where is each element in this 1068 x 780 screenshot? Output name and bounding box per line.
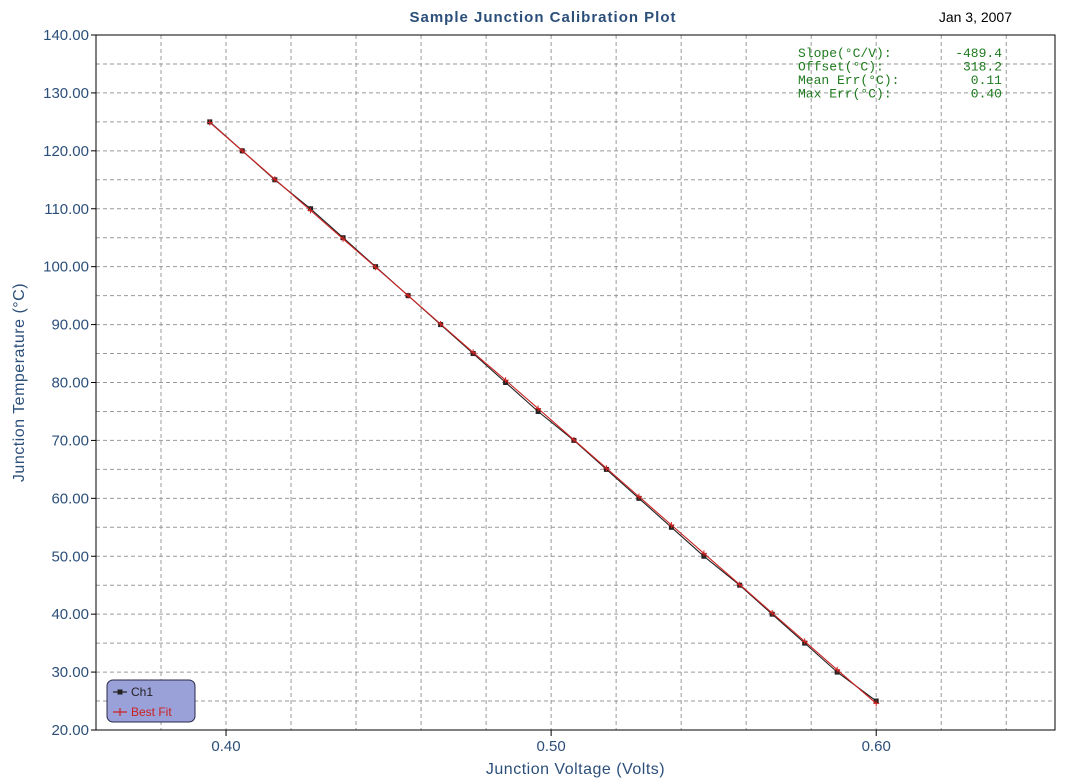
stat-label: Offset(°C): <box>798 60 884 75</box>
y-tick-label: 20.00 <box>51 722 89 739</box>
best-fit-point <box>668 521 675 528</box>
stat-label: Max Err(°C): <box>798 87 892 102</box>
best-fit-point <box>700 550 707 557</box>
y-tick-label: 90.00 <box>51 317 89 334</box>
y-tick-label: 60.00 <box>51 490 89 507</box>
x-axis-label: Junction Voltage (Volts) <box>486 761 665 778</box>
stat-label: Mean Err(°C): <box>798 73 899 88</box>
y-tick-label: 70.00 <box>51 432 89 449</box>
best-fit-point <box>834 666 841 673</box>
best-fit-point <box>405 292 412 299</box>
best-fit-point <box>603 465 610 472</box>
best-fit-point <box>502 377 509 384</box>
grid-lines <box>96 35 1055 730</box>
stat-value: -489.4 <box>955 46 1002 61</box>
best-fit-point <box>340 235 347 242</box>
y-tick-label: 130.00 <box>43 85 89 102</box>
x-tick-label: 0.40 <box>211 738 240 755</box>
best-fit-point <box>801 638 808 645</box>
y-tick-label: 140.00 <box>43 27 89 44</box>
y-tick-label: 50.00 <box>51 548 89 565</box>
best-fit-point <box>769 610 776 617</box>
chart-title: Sample Junction Calibration Plot <box>409 9 676 26</box>
best-fit-point <box>570 436 577 443</box>
best-fit-point <box>239 147 246 154</box>
legend[interactable]: Ch1 Best Fit <box>106 679 196 723</box>
stat-value: 0.11 <box>971 73 1002 88</box>
legend-best-fit-label: Best Fit <box>131 705 172 719</box>
stat-value: 0.40 <box>971 87 1002 102</box>
y-tick-label: 80.00 <box>51 375 89 392</box>
fit-statistics: Slope(°C/V): -489.4 Offset(°C): 318.2 Mean E… <box>798 46 1002 102</box>
best-fit-point <box>437 321 444 328</box>
x-tick-label: 0.50 <box>537 738 566 755</box>
axis-ticks: 0.40 0.50 0.60 20.00 30.00 40.00 50.00 60.00 70.… <box>43 27 891 755</box>
legend-ch1-marker <box>117 689 123 695</box>
stat-value: 318.2 <box>963 60 1002 75</box>
legend-ch1-label: Ch1 <box>131 685 153 699</box>
best-fit-point <box>736 581 743 588</box>
y-tick-label: 40.00 <box>51 606 89 623</box>
best-fit-point <box>873 700 880 707</box>
best-fit-point <box>535 405 542 412</box>
y-tick-label: 120.00 <box>43 143 89 160</box>
y-tick-label: 30.00 <box>51 664 89 681</box>
best-fit-point <box>307 207 314 214</box>
legend-box <box>106 679 196 723</box>
y-tick-label: 110.00 <box>44 201 89 218</box>
best-fit-point <box>635 493 642 500</box>
best-fit-point <box>372 264 379 271</box>
best-fit-point <box>271 176 278 183</box>
y-axis-label: Junction Temperature (°C) <box>11 283 28 482</box>
chart-date: Jan 3, 2007 <box>939 9 1012 25</box>
y-tick-label: 100.00 <box>43 259 89 276</box>
best-fit-line <box>209 122 877 704</box>
best-fit-point <box>470 349 477 356</box>
stat-label: Slope(°C/V): <box>798 46 892 61</box>
x-tick-label: 0.60 <box>862 738 891 755</box>
series-group <box>206 119 880 707</box>
plot-frame <box>95 34 1056 731</box>
best-fit-point <box>206 119 213 126</box>
